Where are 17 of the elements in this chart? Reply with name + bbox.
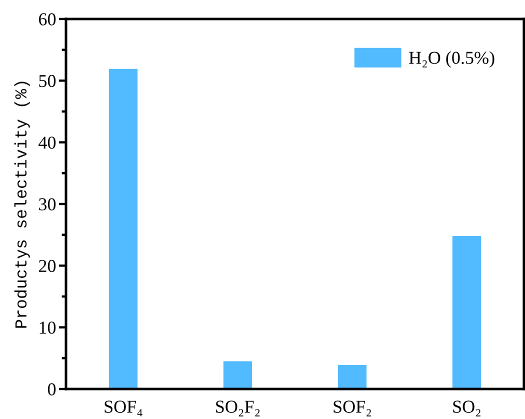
y-tick-label: 50: [39, 74, 56, 88]
y-tick-label: 20: [39, 260, 56, 272]
x-tick-label: SO₂: [453, 400, 480, 416]
y-tick-label: 60: [38, 13, 56, 26]
y-tick-label: 10: [40, 322, 56, 334]
bar: [108, 68, 138, 389]
x-tick-label: SO₂F₂: [216, 400, 260, 416]
y-tick-label: 30: [39, 198, 56, 210]
y-axis-title: Productys selectivity (%): [14, 82, 30, 328]
bar: [452, 236, 482, 389]
legend-label: H₂O (0.5%): [409, 51, 494, 68]
bar: [223, 361, 252, 389]
y-tick-label: 40: [38, 136, 56, 149]
x-tick-label: SOF₂: [334, 400, 371, 416]
x-tick-label: SOF₄: [104, 400, 142, 416]
bar: [338, 364, 367, 389]
y-tick-label: 0: [48, 383, 56, 396]
